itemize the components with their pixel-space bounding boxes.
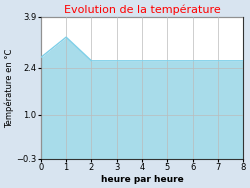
Title: Evolution de la température: Evolution de la température xyxy=(64,4,220,15)
X-axis label: heure par heure: heure par heure xyxy=(101,175,184,184)
Y-axis label: Température en °C: Température en °C xyxy=(4,48,14,127)
